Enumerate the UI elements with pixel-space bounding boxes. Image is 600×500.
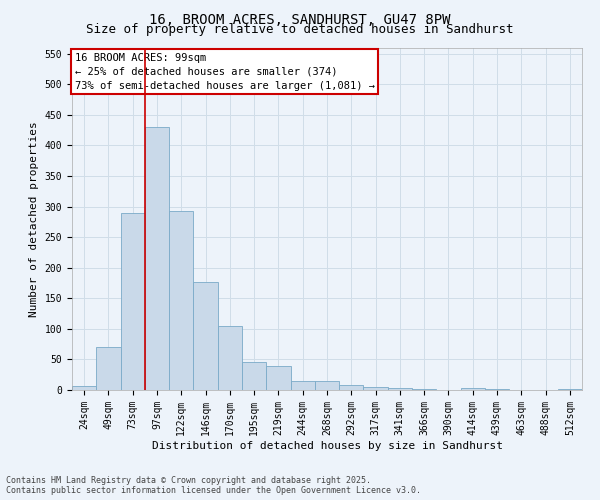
Bar (266, 366, 290, 390)
X-axis label: Distribution of detached houses by size in Sandhurst: Distribution of detached houses by size … (151, 440, 503, 450)
Text: Contains HM Land Registry data © Crown copyright and database right 2025.
Contai: Contains HM Land Registry data © Crown c… (6, 476, 421, 495)
Bar (364, 387, 388, 390)
Bar (218, 326, 242, 390)
Bar (339, 385, 364, 390)
Y-axis label: Number of detached properties: Number of detached properties (29, 121, 39, 316)
Bar (461, 388, 485, 390)
Bar (72, 386, 96, 390)
Text: 16 BROOM ACRES: 99sqm
← 25% of detached houses are smaller (374)
73% of semi-det: 16 BROOM ACRES: 99sqm ← 25% of detached … (74, 52, 374, 90)
Text: 16, BROOM ACRES, SANDHURST, GU47 8PW: 16, BROOM ACRES, SANDHURST, GU47 8PW (149, 12, 451, 26)
Bar (96, 347, 121, 390)
Bar (193, 282, 218, 390)
Bar (145, 127, 169, 390)
Bar (558, 389, 582, 390)
Bar (169, 211, 193, 390)
Bar (290, 381, 315, 390)
Bar (315, 381, 339, 390)
Bar (388, 388, 412, 390)
Bar (242, 362, 266, 390)
Bar (121, 212, 145, 390)
Text: Size of property relative to detached houses in Sandhurst: Size of property relative to detached ho… (86, 22, 514, 36)
